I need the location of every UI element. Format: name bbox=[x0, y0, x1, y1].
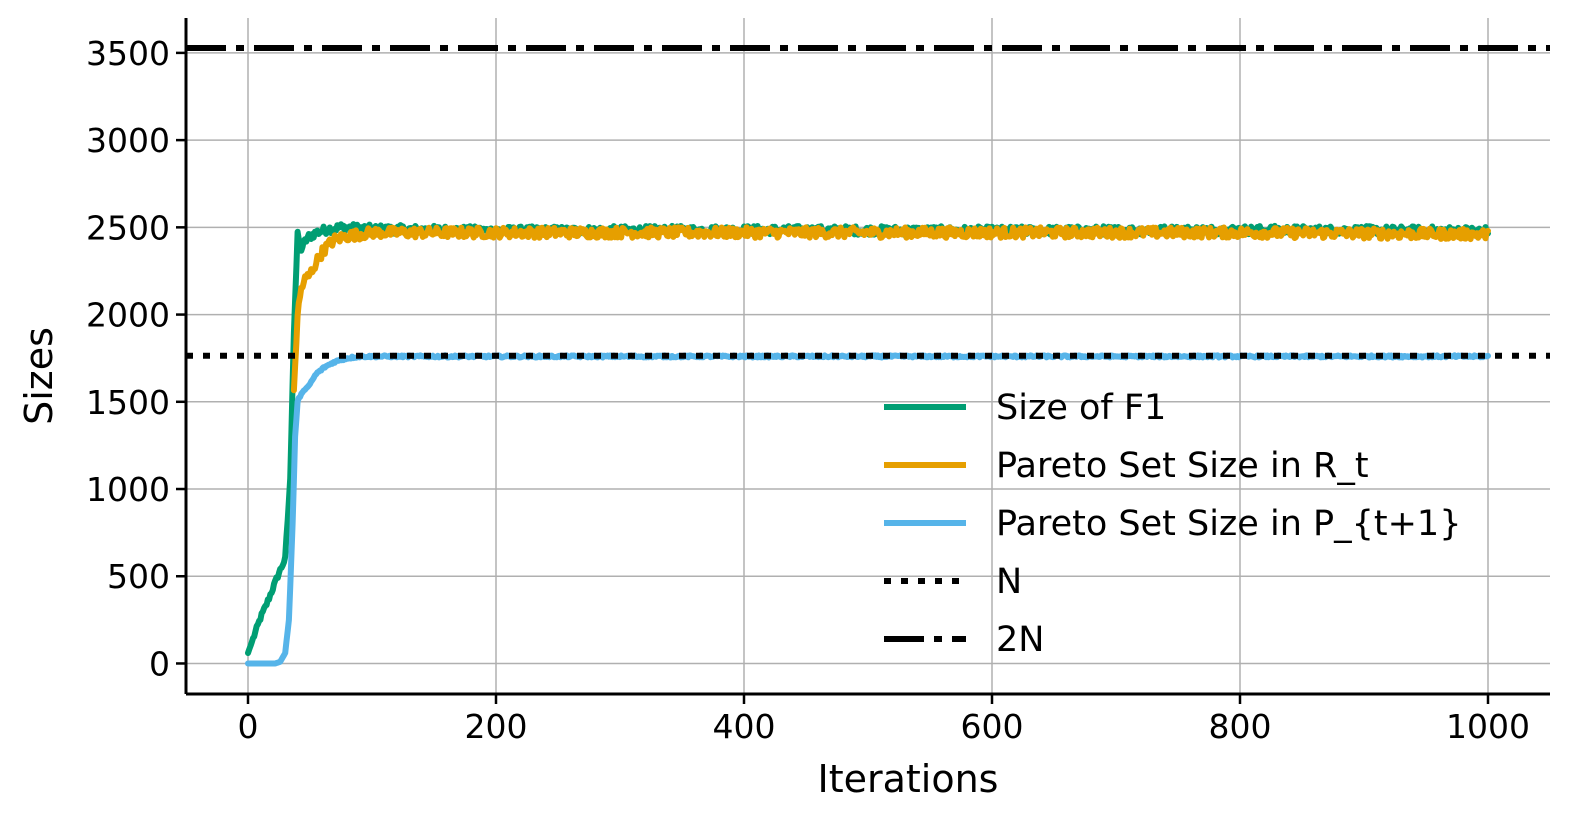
series-line-size-of-f1 bbox=[245, 221, 1491, 656]
y-tick-label: 0 bbox=[149, 644, 170, 683]
series-layer bbox=[186, 45, 1550, 667]
axis-ticks: 0 200 400 600 800 1000 0 500 1000 1500 2000 2500 300… bbox=[86, 34, 1530, 746]
y-tick-label: 2500 bbox=[86, 208, 170, 247]
y-tick-label: 1500 bbox=[86, 383, 170, 422]
y-tick-label: 3000 bbox=[86, 121, 170, 160]
y-tick-label: 500 bbox=[107, 557, 170, 596]
x-tick-label: 1000 bbox=[1446, 707, 1530, 746]
y-axis-label: Sizes bbox=[17, 327, 61, 425]
x-tick-label: 200 bbox=[465, 707, 528, 746]
x-tick-label: 0 bbox=[238, 707, 259, 746]
legend-label: 2N bbox=[996, 620, 1044, 660]
axes-spines bbox=[184, 18, 1550, 696]
legend-label: N bbox=[996, 562, 1022, 602]
legend: Size of F1 Pareto Set Size in R_t Pareto S… bbox=[884, 388, 1461, 660]
legend-label: Pareto Set Size in P_{t+1} bbox=[996, 504, 1461, 544]
x-axis-label: Iterations bbox=[818, 757, 999, 801]
x-tick-label: 600 bbox=[961, 707, 1024, 746]
series-line-pareto-set-size-in-r-t bbox=[290, 224, 1491, 394]
y-tick-label: 3500 bbox=[86, 34, 170, 73]
legend-label: Size of F1 bbox=[996, 388, 1166, 428]
legend-label: Pareto Set Size in R_t bbox=[996, 446, 1369, 486]
y-tick-label: 1000 bbox=[86, 470, 170, 509]
x-tick-label: 800 bbox=[1209, 707, 1272, 746]
y-tick-label: 2000 bbox=[86, 296, 170, 335]
x-tick-label: 400 bbox=[713, 707, 776, 746]
